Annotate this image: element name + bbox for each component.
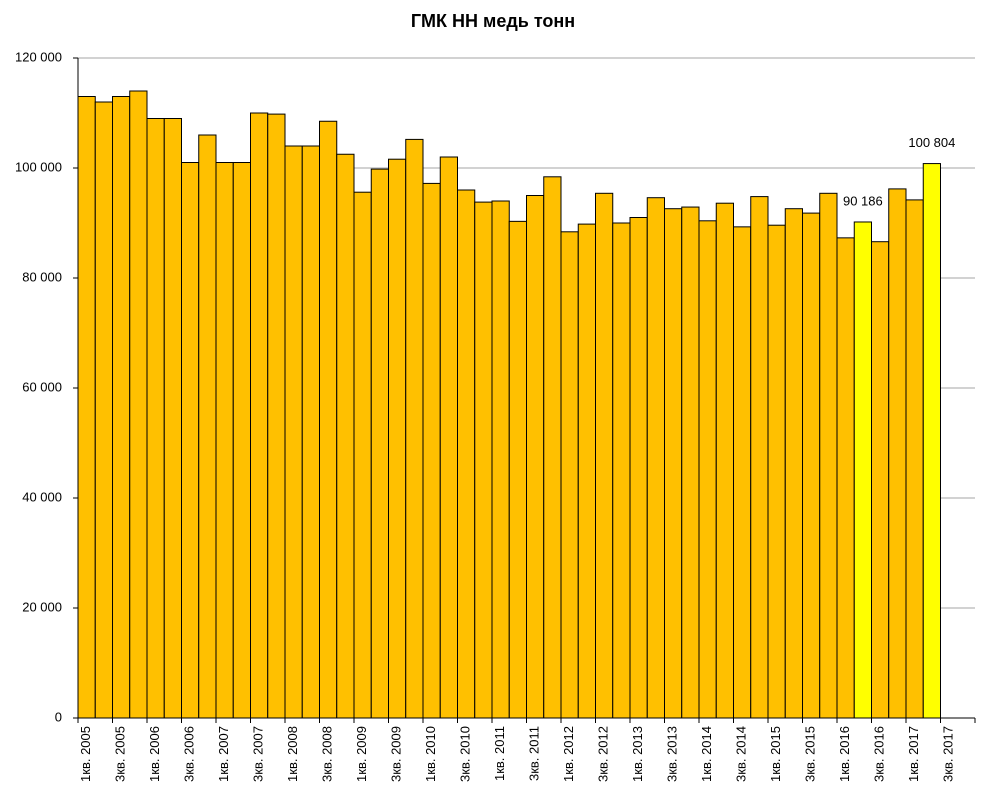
x-tick-label: 3кв. 2013 — [665, 726, 680, 782]
bar — [198, 134, 217, 719]
bar — [543, 176, 562, 719]
bar — [681, 206, 700, 719]
bar — [646, 197, 665, 719]
y-tick-label: 60 000 — [22, 379, 62, 394]
bar — [612, 222, 631, 719]
x-tick-label: 1кв. 2011 — [492, 726, 507, 781]
bar — [871, 241, 890, 719]
x-tick-label: 3кв. 2005 — [113, 726, 128, 782]
y-tick-label: 20 000 — [22, 599, 62, 614]
bar — [629, 217, 648, 719]
x-tick-label: 1кв. 2009 — [354, 726, 369, 782]
x-tick-label: 1кв. 2015 — [768, 726, 783, 782]
bar — [526, 195, 545, 719]
bar — [491, 200, 510, 719]
bar — [457, 189, 476, 719]
x-tick-label: 1кв. 2010 — [423, 726, 438, 782]
bar — [836, 237, 855, 719]
bar — [232, 162, 251, 719]
x-tick-label: 3кв. 2010 — [458, 726, 473, 782]
y-tick-label: 120 000 — [15, 49, 62, 64]
bar — [77, 96, 96, 719]
y-tick-label: 0 — [55, 709, 62, 724]
bar — [802, 212, 821, 719]
bar — [353, 191, 372, 719]
bar — [215, 162, 234, 719]
x-tick-label: 1кв. 2012 — [561, 726, 576, 782]
bar — [112, 96, 131, 719]
bar — [922, 163, 941, 719]
bar — [595, 192, 614, 719]
y-tick-label: 40 000 — [22, 489, 62, 504]
bar — [750, 196, 769, 719]
bar — [577, 223, 596, 719]
bar — [784, 208, 803, 719]
x-tick-label: 3кв. 2014 — [734, 726, 749, 782]
bar — [267, 113, 286, 719]
x-tick-label: 1кв. 2005 — [78, 726, 93, 782]
bar — [439, 156, 458, 719]
bar — [733, 226, 752, 719]
bar — [508, 220, 527, 719]
bar — [94, 101, 113, 719]
bar — [163, 118, 182, 719]
bar — [181, 162, 200, 719]
bar — [888, 188, 907, 719]
bar — [388, 158, 407, 719]
x-tick-label: 3кв. 2016 — [872, 726, 887, 782]
bar — [422, 182, 441, 719]
x-tick-label: 3кв. 2015 — [803, 726, 818, 782]
bar — [853, 221, 872, 719]
x-tick-label: 3кв. 2008 — [320, 726, 335, 782]
bar — [146, 118, 165, 719]
y-tick-label: 100 000 — [15, 159, 62, 174]
bar — [284, 145, 303, 719]
chart-title: ГМК НН медь тонн — [411, 11, 575, 31]
bar — [319, 120, 338, 719]
bar — [129, 90, 148, 719]
x-tick-label: 3кв. 2006 — [182, 726, 197, 782]
x-tick-label: 1кв. 2006 — [147, 726, 162, 782]
x-tick-label: 1кв. 2017 — [906, 726, 921, 782]
x-tick-label: 1кв. 2014 — [699, 726, 714, 782]
bar — [819, 192, 838, 719]
x-tick-label: 1кв. 2007 — [216, 726, 231, 782]
x-tick-label: 3кв. 2012 — [596, 726, 611, 782]
bar — [767, 224, 786, 719]
bar — [370, 168, 389, 719]
value-label: 100 804 — [908, 135, 955, 150]
bar — [474, 201, 493, 719]
x-tick-label: 3кв. 2017 — [941, 726, 956, 782]
x-tick-label: 1кв. 2016 — [837, 726, 852, 782]
bar — [560, 231, 579, 719]
x-tick-label: 1кв. 2013 — [630, 726, 645, 782]
bar — [905, 199, 924, 719]
y-tick-label: 80 000 — [22, 269, 62, 284]
bar — [250, 112, 269, 719]
bar — [664, 208, 683, 719]
bar — [715, 202, 734, 719]
value-label: 90 186 — [843, 193, 883, 208]
x-tick-label: 3кв. 2007 — [251, 726, 266, 782]
bar — [698, 220, 717, 719]
bar — [336, 153, 355, 719]
x-tick-label: 3кв. 2011 — [527, 726, 542, 781]
x-tick-label: 1кв. 2008 — [285, 726, 300, 782]
bar — [405, 138, 424, 719]
bar — [301, 145, 320, 719]
x-tick-label: 3кв. 2009 — [389, 726, 404, 782]
